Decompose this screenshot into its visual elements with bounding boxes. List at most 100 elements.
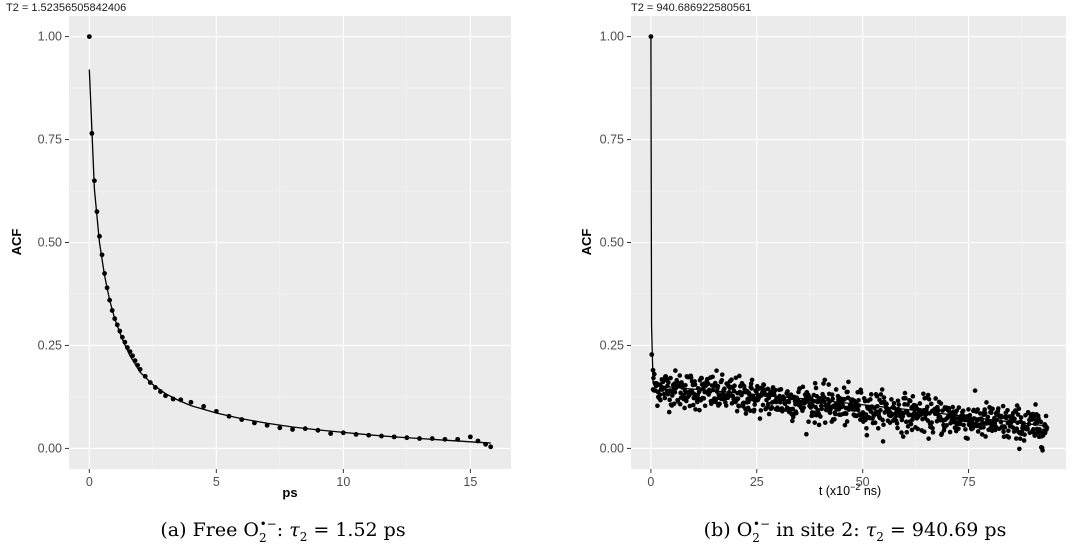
y-tick-label: 1.00 xyxy=(600,30,624,44)
data-point xyxy=(1033,402,1038,407)
data-point xyxy=(127,349,133,355)
data-point xyxy=(1037,429,1043,435)
data-point xyxy=(910,394,916,399)
data-point xyxy=(252,420,257,426)
data-point xyxy=(915,426,920,432)
data-point xyxy=(732,383,737,389)
data-point xyxy=(683,382,688,388)
data-point xyxy=(917,401,923,406)
data-point xyxy=(752,402,757,407)
data-point xyxy=(981,424,986,430)
data-point xyxy=(970,425,976,431)
data-point xyxy=(666,409,672,415)
x-tick-label: 0 xyxy=(86,475,93,489)
data-point xyxy=(972,388,978,393)
panel-b-y-ticks: 0.00 0.25 0.50 0.75 1.00 xyxy=(600,30,631,455)
data-point xyxy=(442,436,448,442)
data-point xyxy=(661,391,667,397)
data-point xyxy=(879,387,885,392)
data-point xyxy=(1038,419,1044,425)
data-point xyxy=(749,377,755,383)
data-point xyxy=(99,252,105,258)
data-point xyxy=(1017,436,1023,441)
data-point xyxy=(122,339,128,345)
data-point xyxy=(908,421,914,427)
data-point xyxy=(455,436,461,442)
panel-b-x-axis-label: t (x10−2 ns) xyxy=(819,482,881,498)
data-point xyxy=(691,402,696,408)
data-point xyxy=(1021,438,1027,443)
data-point xyxy=(239,417,245,422)
data-point xyxy=(404,435,410,441)
data-point xyxy=(688,375,694,380)
panel-a-x-ticks: 0 5 10 15 xyxy=(86,469,477,489)
data-point xyxy=(658,397,663,403)
x-tick-label: 75 xyxy=(962,475,976,489)
data-point xyxy=(1044,425,1050,430)
data-point xyxy=(264,422,270,428)
data-point xyxy=(845,389,850,395)
x-tick-label: 0 xyxy=(647,475,654,489)
data-point xyxy=(822,395,827,400)
data-point xyxy=(992,427,998,433)
data-point xyxy=(841,385,847,391)
data-point xyxy=(94,209,100,215)
data-point xyxy=(921,391,926,397)
x-tick-label: 10 xyxy=(336,475,350,489)
data-point xyxy=(1043,413,1049,419)
data-point xyxy=(682,405,687,411)
data-point xyxy=(933,396,938,401)
data-point xyxy=(826,382,832,387)
data-point xyxy=(692,382,698,387)
data-point xyxy=(904,430,910,435)
data-point xyxy=(765,386,771,392)
data-point xyxy=(328,431,334,436)
data-point xyxy=(751,407,757,413)
data-point xyxy=(769,405,775,410)
data-point xyxy=(925,392,931,398)
data-point xyxy=(719,372,725,377)
data-point xyxy=(874,393,880,399)
data-point xyxy=(896,402,902,407)
panel-a-y-axis-label: ACF xyxy=(9,229,24,256)
data-point xyxy=(909,427,915,433)
data-point xyxy=(467,434,473,440)
data-point xyxy=(947,429,953,435)
data-point xyxy=(891,401,897,406)
data-point xyxy=(907,398,913,404)
data-point xyxy=(1012,416,1017,422)
data-point xyxy=(993,424,998,429)
data-point xyxy=(132,358,138,364)
data-point xyxy=(142,373,148,379)
data-point xyxy=(104,285,110,291)
data-point xyxy=(779,408,785,414)
data-point xyxy=(723,403,729,408)
data-point xyxy=(953,416,959,421)
data-point xyxy=(117,328,123,334)
data-point xyxy=(757,416,763,421)
y-tick-label: 1.00 xyxy=(38,30,62,44)
panel-b-points xyxy=(648,34,1050,453)
x-tick-label: 25 xyxy=(750,475,764,489)
panel-a-points xyxy=(86,34,494,450)
data-point xyxy=(765,401,771,407)
panel-b-caption: (b) O2•− in site 2: τ2 = 940.69 ps xyxy=(704,517,1007,545)
data-point xyxy=(985,414,991,420)
data-point xyxy=(697,407,702,413)
data-point xyxy=(705,381,711,387)
data-point xyxy=(988,410,994,416)
data-point xyxy=(754,389,759,395)
data-point xyxy=(226,413,232,419)
data-point xyxy=(391,434,397,440)
data-point xyxy=(1032,433,1037,438)
y-tick-label: 0.50 xyxy=(600,236,624,250)
data-point xyxy=(736,403,742,409)
panel-a-gridlines xyxy=(69,16,511,469)
y-tick-label: 0.75 xyxy=(38,133,62,147)
y-tick-label: 0.25 xyxy=(38,338,62,352)
data-point xyxy=(975,407,981,412)
data-point xyxy=(772,387,778,393)
panel-b-fit-line xyxy=(650,36,1045,427)
data-point xyxy=(1006,428,1011,433)
data-point xyxy=(135,362,140,368)
